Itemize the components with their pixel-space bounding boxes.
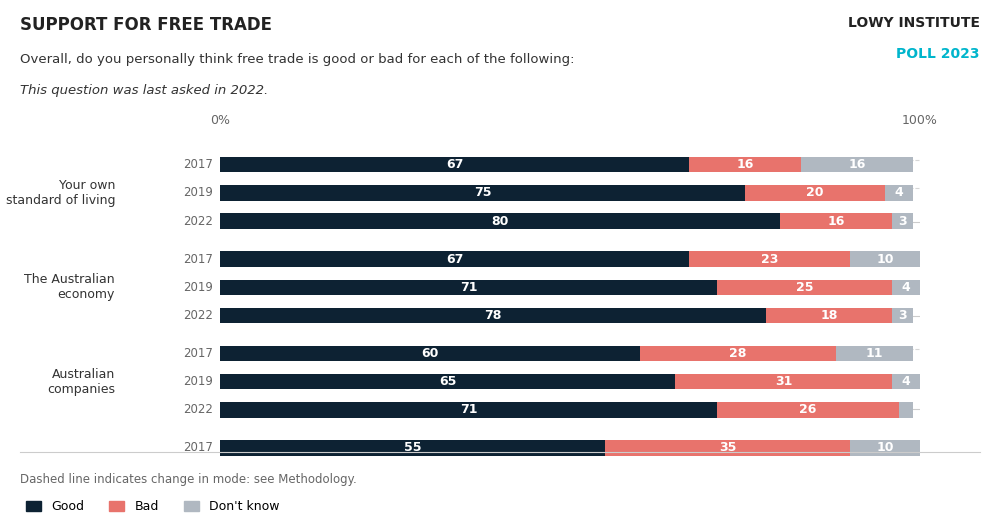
Text: 67: 67 <box>446 253 463 266</box>
Text: Australian companies: Australian companies <box>47 368 115 396</box>
Bar <box>220 279 717 295</box>
Text: SUPPORT FOR FREE TRADE: SUPPORT FOR FREE TRADE <box>20 16 272 34</box>
Text: 2022: 2022 <box>183 215 213 227</box>
Text: 11: 11 <box>866 347 883 360</box>
Bar <box>780 213 892 229</box>
Legend: Good, Bad, Don't know: Good, Bad, Don't know <box>26 500 279 513</box>
Text: 71: 71 <box>460 403 477 416</box>
Bar <box>220 308 766 323</box>
Text: 4: 4 <box>902 375 910 388</box>
Bar <box>220 213 780 229</box>
Bar <box>766 308 892 323</box>
Bar <box>892 374 920 390</box>
Bar <box>689 251 850 267</box>
Bar <box>220 251 689 267</box>
Text: 28: 28 <box>729 347 747 360</box>
Bar <box>605 440 850 456</box>
Text: 18: 18 <box>820 309 838 322</box>
Bar <box>745 185 885 201</box>
Text: 80: 80 <box>491 215 509 227</box>
Text: This question was last asked in 2022.: This question was last asked in 2022. <box>20 84 268 97</box>
Bar <box>675 374 892 390</box>
Text: 4: 4 <box>895 186 903 200</box>
Text: Overall, do you personally think free trade is good or bad for each of the follo: Overall, do you personally think free tr… <box>20 52 574 66</box>
Text: Dashed line indicates change in mode: see Methodology.: Dashed line indicates change in mode: se… <box>20 472 357 486</box>
Text: 3: 3 <box>898 215 907 227</box>
Bar <box>850 440 920 456</box>
Bar <box>836 346 913 361</box>
Bar <box>717 402 899 417</box>
Text: 16: 16 <box>827 215 845 227</box>
Bar <box>801 157 913 172</box>
Text: 2019: 2019 <box>183 186 213 200</box>
Bar <box>220 157 689 172</box>
Text: 2019: 2019 <box>183 281 213 294</box>
Text: 16: 16 <box>736 158 754 171</box>
Text: Your own standard of living: Your own standard of living <box>6 179 115 207</box>
Bar <box>717 279 892 295</box>
Bar <box>220 374 675 390</box>
Bar <box>220 440 605 456</box>
Text: LOWY INSTITUTE: LOWY INSTITUTE <box>848 16 980 30</box>
Text: 35: 35 <box>719 442 736 455</box>
Text: 2017: 2017 <box>183 442 213 455</box>
Text: 2017: 2017 <box>183 158 213 171</box>
Bar <box>892 213 913 229</box>
Bar <box>220 346 640 361</box>
Bar <box>220 402 717 417</box>
Bar <box>892 279 920 295</box>
Text: 31: 31 <box>775 375 792 388</box>
Text: 60: 60 <box>421 347 439 360</box>
Bar <box>689 157 801 172</box>
Bar <box>892 308 913 323</box>
Text: 78: 78 <box>484 309 502 322</box>
Bar <box>220 185 745 201</box>
Text: 65: 65 <box>439 375 456 388</box>
Text: 3: 3 <box>898 309 907 322</box>
Text: 20: 20 <box>806 186 824 200</box>
Text: 2017: 2017 <box>183 253 213 266</box>
Text: 23: 23 <box>761 253 778 266</box>
Text: 67: 67 <box>446 158 463 171</box>
Bar <box>850 251 920 267</box>
Text: 2017: 2017 <box>183 347 213 360</box>
Bar <box>899 402 913 417</box>
Text: 71: 71 <box>460 281 477 294</box>
Text: 26: 26 <box>799 403 817 416</box>
Text: 4: 4 <box>902 281 910 294</box>
Text: 10: 10 <box>876 253 894 266</box>
Text: 16: 16 <box>848 158 866 171</box>
Text: 10: 10 <box>876 442 894 455</box>
Text: 25: 25 <box>796 281 813 294</box>
Text: The Australian economy: The Australian economy <box>24 274 115 301</box>
Text: 2022: 2022 <box>183 403 213 416</box>
Text: 75: 75 <box>474 186 491 200</box>
Text: 55: 55 <box>404 442 421 455</box>
Text: POLL 2023: POLL 2023 <box>896 47 980 61</box>
Bar <box>640 346 836 361</box>
Bar <box>885 185 913 201</box>
Text: 2019: 2019 <box>183 375 213 388</box>
Text: 2022: 2022 <box>183 309 213 322</box>
